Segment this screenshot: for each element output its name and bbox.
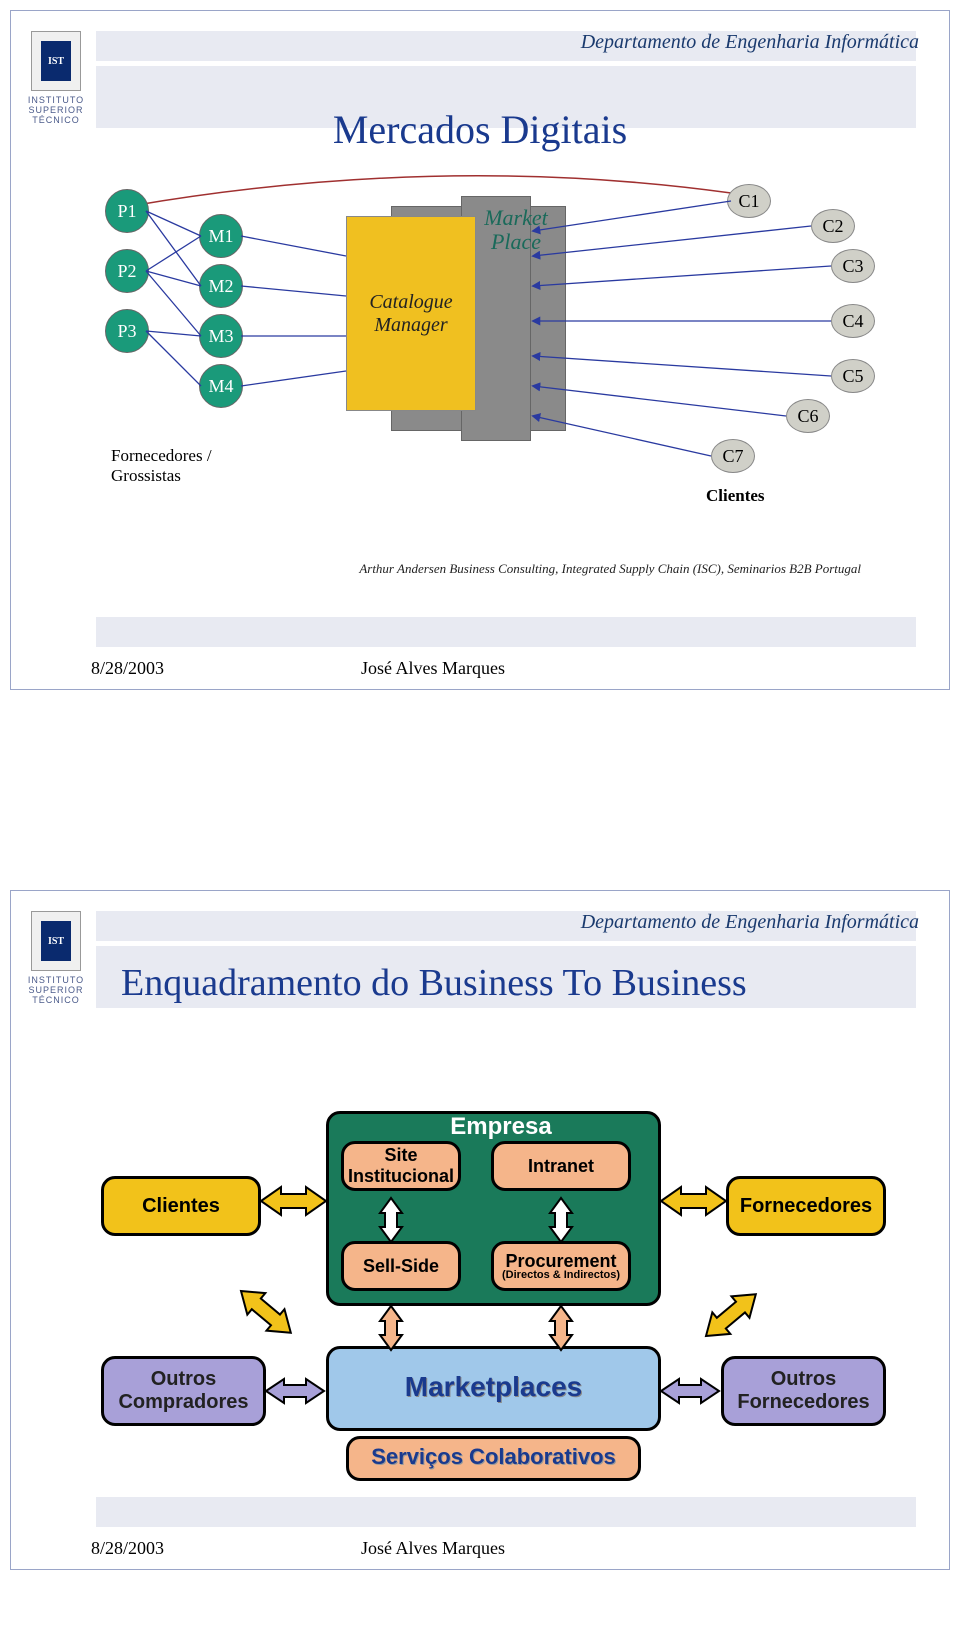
slide-enquadramento-b2b: Departamento de Engenharia Informática I… [10,890,950,1570]
diagram-mercados: Catalogue Manager MarketPlace P1 P2 P3 M… [91,171,891,591]
footer-band-2 [96,1497,916,1527]
footer-date: 8/28/2003 [91,658,164,679]
footer-author: José Alves Marques [361,658,505,679]
slide-title-2: Enquadramento do Business To Business [121,961,747,1005]
diagram-b2b: Empresa Site Institucional Intranet Sell… [91,1091,891,1491]
ist-logo-2: IST INSTITUTO SUPERIOR TÉCNICO [21,911,91,1006]
department-label: Departamento de Engenharia Informática [581,31,919,54]
slide-title: Mercados Digitais [11,106,949,153]
arrows [91,1091,891,1491]
connection-lines [91,171,891,591]
footer-author-2: José Alves Marques [361,1538,505,1559]
slide-mercados-digitais: Departamento de Engenharia Informática I… [10,10,950,690]
footer-band [96,617,916,647]
footer-date-2: 8/28/2003 [91,1538,164,1559]
department-label-2: Departamento de Engenharia Informática [581,911,919,934]
